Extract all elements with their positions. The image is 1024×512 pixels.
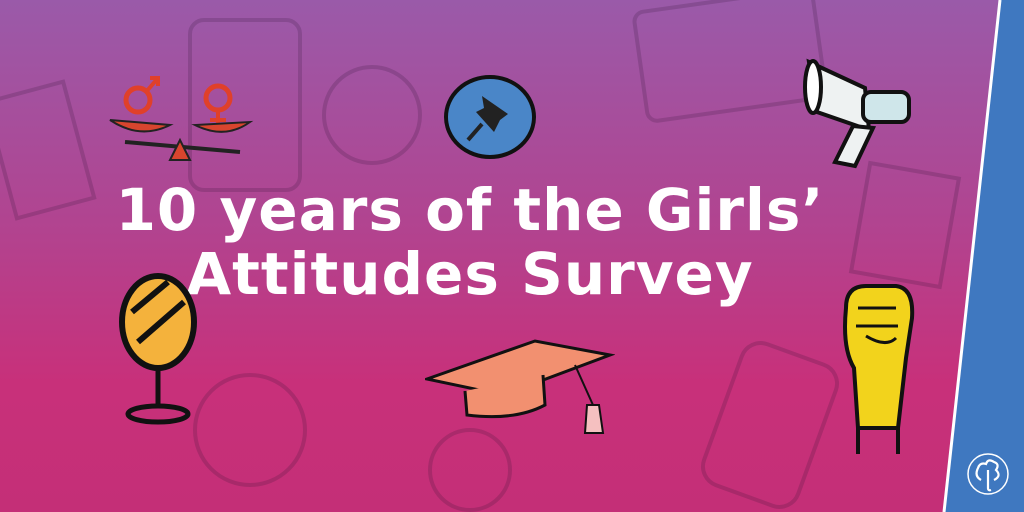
gender-scale-icon <box>109 76 254 161</box>
mirror-icon <box>119 273 197 425</box>
megaphone-icon <box>803 58 911 169</box>
headline-line-2: Attitudes Survey <box>186 240 754 308</box>
headline-line-1: 10 years of the Girls’ <box>115 176 825 244</box>
trefoil-logo-icon <box>967 453 1009 495</box>
raised-fist-icon <box>843 284 915 454</box>
headline: 10 years of the Girls’ Attitudes Survey <box>110 178 830 306</box>
push-pin-icon <box>444 75 536 159</box>
graduation-cap-icon <box>425 339 615 434</box>
